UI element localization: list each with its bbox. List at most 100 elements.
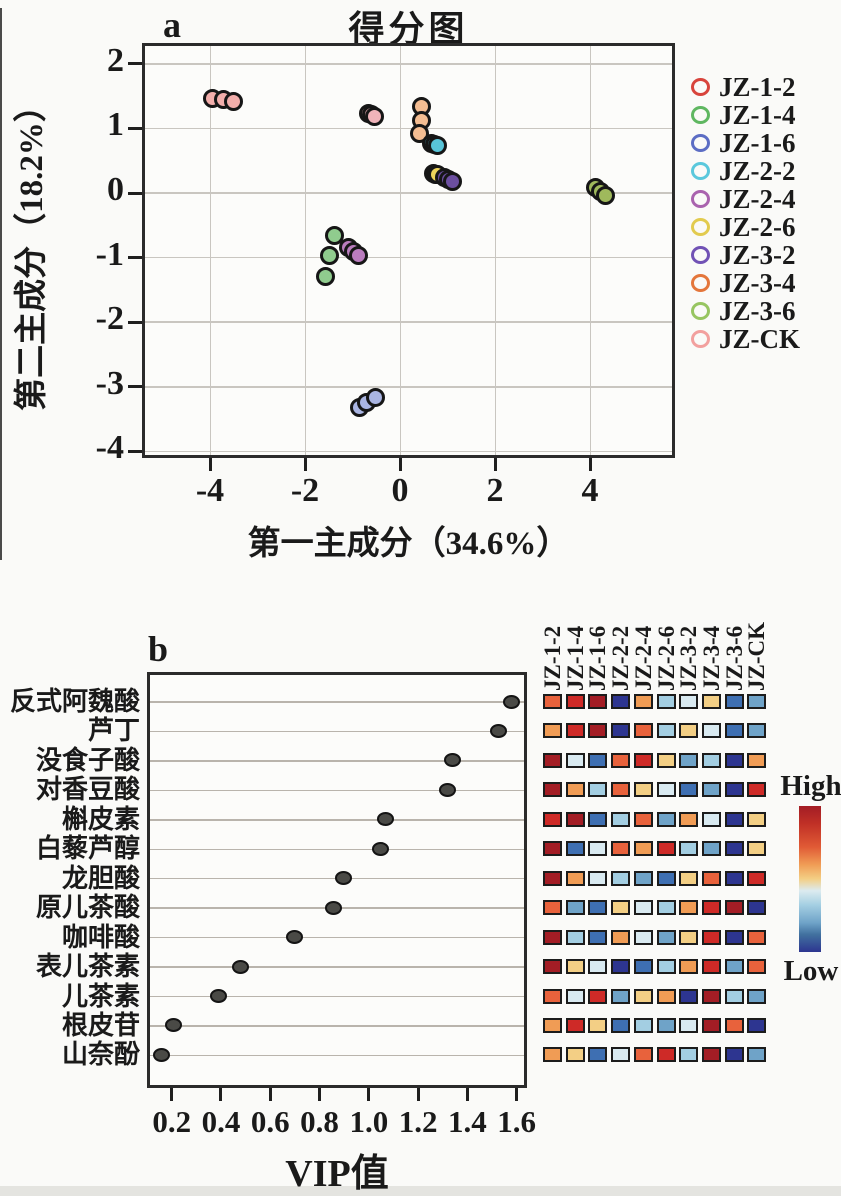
legend-ring-icon	[691, 274, 710, 292]
heatmap-cell-儿茶素-JZ-2-6	[656, 988, 676, 1004]
heatmap-cell-原儿茶酸-JZ-2-6	[656, 900, 676, 916]
page-bottom-strip	[0, 1186, 841, 1196]
x-tick-label: 1.2	[398, 1104, 438, 1139]
legend-item-JZ-1-2: JZ-1-2	[691, 72, 796, 102]
vip-dot-儿茶素	[209, 989, 227, 1003]
row-gridline	[150, 995, 524, 998]
heatmap-column-header: JZ-3-6	[721, 625, 747, 691]
heatmap-cell-反式阿魏酸-JZ-3-2	[679, 694, 699, 709]
heatmap-cell-白藜芦醇-JZ-1-4	[565, 841, 585, 857]
legend-item-JZ-1-6: JZ-1-6	[691, 128, 796, 158]
legend-label: JZ-2-4	[719, 184, 796, 214]
legend-label: JZ-CK	[719, 324, 800, 354]
legend-label: JZ-3-4	[719, 268, 796, 298]
legend-item-JZ-3-4: JZ-3-4	[691, 268, 796, 298]
heatmap-cell-咖啡酸-JZ-CK	[747, 929, 767, 945]
vip-dot-对香豆酸	[438, 782, 456, 797]
heatmap-cell-根皮苷-JZ-1-2	[543, 1017, 562, 1033]
heatmap-cell-芦丁-JZ-3-2	[679, 723, 699, 739]
y-tick-label: 2	[107, 41, 124, 79]
heatmap-cell-对香豆酸-JZ-3-2	[679, 782, 699, 798]
heatmap-cell-芦丁-JZ-CK	[747, 723, 767, 739]
grid-v	[589, 46, 591, 455]
x-tick-label: 1.4	[448, 1104, 487, 1139]
heatmap-cell-表儿茶素-JZ-CK	[747, 959, 767, 975]
x-tick-mark	[416, 1088, 420, 1101]
scatter-point-JZ-1-4	[315, 267, 335, 287]
heatmap-cell-根皮苷-JZ-1-4	[565, 1017, 585, 1033]
legend-ring-icon	[691, 246, 710, 264]
vip-dot-龙胆酸	[335, 871, 353, 886]
scatter-point-JZ-1-2	[364, 106, 384, 126]
x-tick-mark	[465, 1088, 469, 1101]
heatmap-cell-根皮苷-JZ-3-4	[701, 1017, 721, 1033]
heatmap-cell-龙胆酸-JZ-2-4	[633, 870, 653, 886]
panel-a-plot-area	[142, 43, 675, 458]
heatmap-cell-芦丁-JZ-3-4	[701, 723, 721, 739]
vip-dot-白藜芦醇	[372, 841, 390, 856]
row-gridline	[150, 966, 524, 968]
compound-label: 表儿茶素	[35, 952, 140, 982]
heatmap-cell-槲皮素-JZ-CK	[747, 811, 767, 827]
heatmap-cell-儿茶素-JZ-3-6	[724, 988, 744, 1004]
heatmap-cell-没食子酸-JZ-1-6	[588, 752, 608, 768]
row-gridline	[150, 819, 524, 821]
compound-label: 对香豆酸	[35, 775, 140, 805]
heatmap-cell-原儿茶酸-JZ-2-2	[611, 900, 631, 916]
heatmap-cell-对香豆酸-JZ-1-2	[543, 782, 562, 798]
x-tick-mark	[318, 1088, 322, 1101]
heatmap-cell-儿茶素-JZ-2-2	[611, 988, 631, 1004]
heatmap-cell-山奈酚-JZ-3-6	[724, 1047, 744, 1063]
panel-a-x-axis-title: 第一主成分（34.6%）	[247, 526, 570, 562]
heatmap-cell-白藜芦醇-JZ-1-2	[543, 841, 562, 857]
heatmap-column-header: JZ-1-2	[540, 625, 565, 691]
x-tick-mark	[268, 1088, 272, 1101]
y-tick-mark	[128, 320, 142, 324]
panel-a-title: 得分图	[348, 9, 469, 49]
heatmap-cell-儿茶素-JZ-1-4	[565, 988, 585, 1004]
heatmap-cell-山奈酚-JZ-1-4	[565, 1047, 585, 1063]
grid-h	[145, 450, 672, 453]
heatmap-column-header: JZ-2-2	[608, 625, 634, 691]
y-tick-mark	[128, 256, 142, 260]
heatmap-cell-对香豆酸-JZ-3-4	[701, 782, 721, 798]
x-tick-mark	[515, 1088, 519, 1101]
heatmap-cell-儿茶素-JZ-3-4	[701, 988, 721, 1004]
x-tick-mark	[588, 458, 592, 471]
heatmap-cell-白藜芦醇-JZ-CK	[747, 841, 767, 857]
legend-label: JZ-3-6	[719, 296, 796, 326]
scatter-point-JZ-3-2	[442, 171, 462, 191]
x-tick-mark	[303, 458, 307, 471]
heatmap-cell-表儿茶素-JZ-1-2	[543, 959, 562, 975]
heatmap-cell-白藜芦醇-JZ-3-6	[724, 841, 744, 857]
row-gridline	[150, 936, 524, 939]
heatmap-cell-表儿茶素-JZ-2-2	[611, 959, 631, 975]
heatmap-cell-根皮苷-JZ-2-4	[633, 1017, 653, 1033]
row-gridline	[150, 701, 524, 703]
legend-item-JZ-2-6: JZ-2-6	[691, 212, 796, 242]
heatmap-cell-根皮苷-JZ-2-2	[611, 1017, 631, 1033]
x-tick-label: 0	[391, 472, 409, 509]
heatmap-cell-反式阿魏酸-JZ-3-6	[724, 694, 744, 709]
x-tick-mark	[170, 1088, 174, 1101]
y-tick-mark	[128, 191, 142, 195]
heatmap-cell-白藜芦醇-JZ-1-6	[588, 841, 608, 857]
heatmap-cell-咖啡酸-JZ-3-2	[679, 929, 699, 945]
x-tick-label: 1.6	[497, 1104, 537, 1139]
heatmap-cell-咖啡酸-JZ-1-6	[588, 929, 608, 945]
heatmap-cell-儿茶素-JZ-CK	[747, 988, 767, 1004]
panel-b-letter: b	[148, 629, 169, 669]
scatter-point-JZ-1-4	[320, 246, 340, 266]
row-gridline	[150, 730, 524, 733]
heatmap-column-header: JZ-2-4	[630, 625, 656, 691]
heatmap-cell-咖啡酸-JZ-1-2	[543, 929, 562, 945]
legend-ring-icon	[691, 218, 710, 236]
legend-ring-icon	[691, 330, 710, 348]
heatmap-cell-儿茶素-JZ-1-6	[588, 988, 608, 1004]
heatmap-cell-芦丁-JZ-3-6	[724, 723, 744, 739]
x-tick-label: 4	[581, 472, 599, 509]
legend-label: JZ-2-2	[719, 156, 796, 186]
colorbar-low-label: Low	[783, 955, 839, 987]
x-tick-mark	[367, 1088, 371, 1101]
heatmap-cell-龙胆酸-JZ-2-6	[656, 870, 676, 886]
